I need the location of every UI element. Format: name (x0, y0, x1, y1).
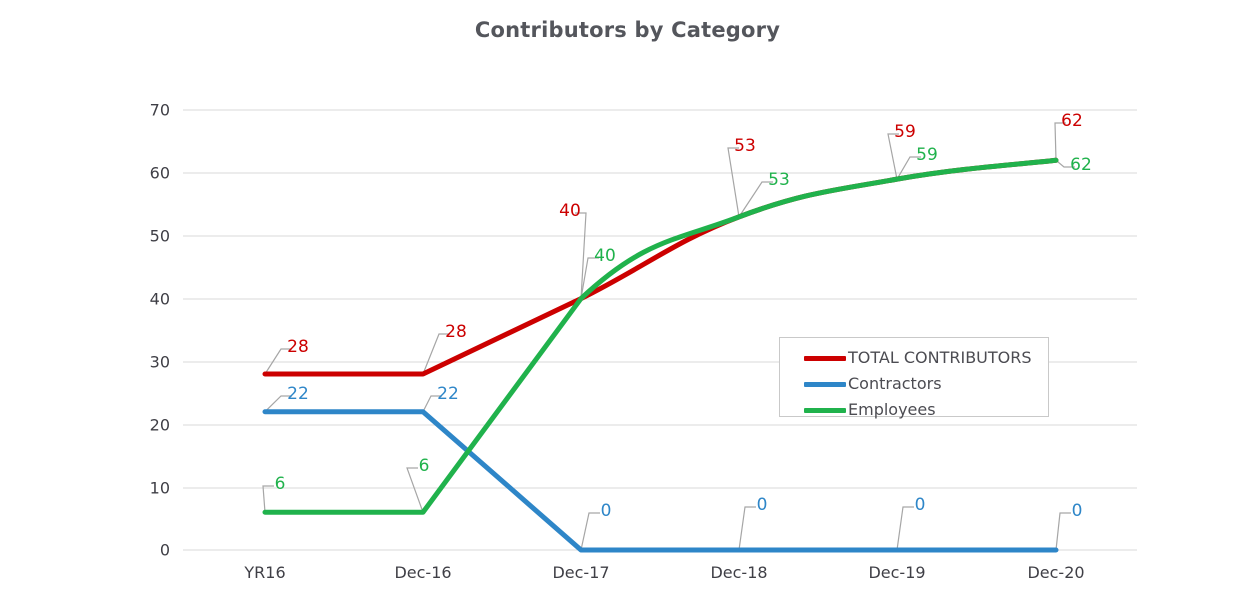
x-axis-tick-dec-17: Dec-17 (552, 563, 610, 582)
data-label-leader (264, 348, 292, 375)
data-label-leader (580, 257, 599, 299)
data-label: 40 (594, 246, 616, 266)
chart-title: Contributors by Category (474, 18, 781, 42)
x-axis-tick-dec-16: Dec-16 (394, 563, 452, 582)
data-label: 62 (1070, 155, 1092, 175)
data-label: 6 (274, 474, 286, 494)
data-label-leader (422, 333, 450, 375)
y-axis-tick-10: 10 (149, 478, 170, 498)
x-axis-tick-dec-19: Dec-19 (868, 563, 926, 582)
data-label: 22 (287, 384, 309, 404)
data-label: 62 (1061, 111, 1083, 131)
data-label: 28 (287, 337, 309, 357)
x-axis-tick-dec-18: Dec-18 (710, 563, 768, 582)
y-axis-tick-30: 30 (149, 352, 170, 372)
y-axis-tick-70: 70 (149, 100, 170, 120)
data-label-leader (887, 133, 899, 180)
legend-label-contractors: Contractors (848, 374, 942, 393)
y-axis-tick-0: 0 (159, 540, 170, 560)
data-label: 0 (914, 495, 926, 515)
data-label-leader (406, 467, 424, 513)
data-label: 0 (600, 501, 612, 521)
y-axis-tick-60: 60 (149, 163, 170, 183)
data-label-leader (1055, 159, 1075, 168)
data-label: 53 (768, 170, 790, 190)
legend-item-total-contributors[interactable]: TOTAL CONTRIBUTORS (780, 345, 1048, 371)
data-label-leader (422, 395, 442, 412)
y-axis-tick-50: 50 (149, 226, 170, 246)
data-label-leader (262, 485, 274, 513)
data-label-leader (580, 512, 600, 551)
data-label: 59 (916, 145, 938, 165)
data-label-leader (1055, 512, 1071, 551)
x-axis-tick-dec-20: Dec-20 (1027, 563, 1085, 582)
data-label-leader (575, 212, 587, 299)
series-lines (262, 157, 1059, 553)
series-line-employees (262, 157, 1059, 515)
label-leader-lines (262, 122, 1075, 551)
series-line-contractors (262, 409, 1059, 553)
data-label: 59 (894, 122, 916, 142)
gridlines (183, 109, 1137, 551)
data-label-leader (738, 506, 756, 551)
data-label-leader (727, 147, 740, 217)
data-label-leader (738, 181, 773, 218)
legend-swatch-contractors (804, 381, 846, 387)
legend-label-total-contributors: TOTAL CONTRIBUTORS (848, 348, 1032, 367)
legend-item-contractors[interactable]: Contractors (780, 371, 1048, 397)
data-label-leader (896, 506, 914, 551)
data-label: 0 (1071, 501, 1083, 521)
data-label-leader (1054, 122, 1066, 161)
legend-swatch-employees (804, 407, 846, 413)
y-axis-tick-40: 40 (149, 289, 170, 309)
data-label: 0 (756, 495, 768, 515)
data-label: 40 (559, 201, 581, 221)
legend-swatch-total-contributors (804, 355, 846, 361)
data-label: 28 (445, 322, 467, 342)
data-label: 53 (734, 136, 756, 156)
x-axis-tick-yr16: YR16 (244, 563, 286, 582)
data-label: 6 (418, 456, 430, 476)
data-label: 22 (437, 384, 459, 404)
y-axis-tick-20: 20 (149, 415, 170, 435)
legend-item-employees[interactable]: Employees (780, 397, 1048, 423)
chart-legend[interactable]: TOTAL CONTRIBUTORS Contractors Employees (779, 337, 1049, 418)
data-label-leader (264, 395, 292, 413)
legend-label-employees: Employees (848, 400, 936, 419)
data-label-leader (896, 156, 921, 180)
